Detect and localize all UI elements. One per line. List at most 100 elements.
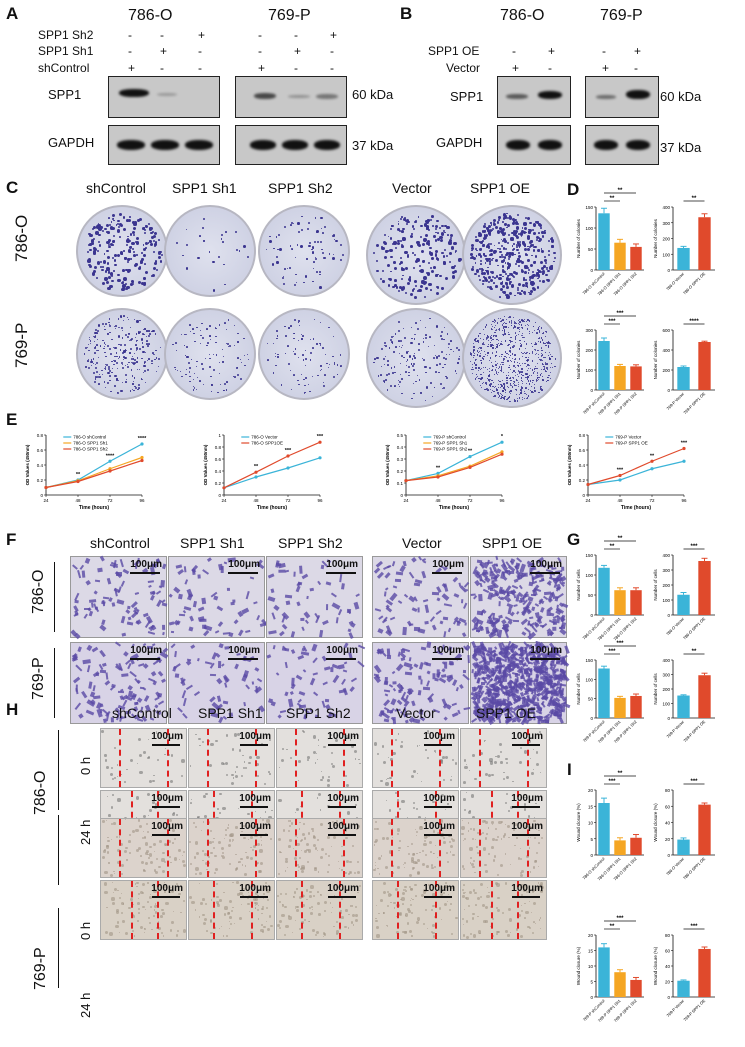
scale-bar bbox=[326, 572, 356, 574]
series-line bbox=[45, 456, 143, 489]
x-axis-label: Time (hours) bbox=[621, 505, 652, 511]
sig-label: **** bbox=[689, 319, 699, 325]
legend-label: 786-O shControl bbox=[73, 435, 106, 440]
transwell-image: 100μm bbox=[168, 642, 265, 724]
y-tick-label: 0.3 bbox=[397, 457, 404, 462]
spp1-label: SPP1 bbox=[450, 89, 483, 104]
data-point bbox=[404, 479, 408, 483]
y-tick-label: 100 bbox=[662, 252, 670, 257]
bar bbox=[630, 366, 642, 390]
col-header: SPP1 Sh2 bbox=[268, 180, 333, 196]
bar bbox=[677, 594, 690, 615]
panel-label-e: E bbox=[6, 410, 17, 430]
transwell-image: 100μm bbox=[372, 641, 472, 725]
y-tick-label: 0 bbox=[590, 613, 593, 618]
transwell-image: 100μm bbox=[70, 555, 167, 639]
y-axis-label: Number of cells bbox=[653, 569, 658, 601]
series-line bbox=[587, 460, 685, 486]
panel-label-d: D bbox=[567, 180, 579, 200]
y-tick-label: 5 bbox=[590, 837, 593, 842]
wound-image: 100μm bbox=[188, 728, 275, 788]
bar bbox=[598, 213, 610, 270]
wound-image: 100μm bbox=[372, 880, 459, 940]
y-tick-label: 100 bbox=[585, 573, 593, 578]
sign: - bbox=[602, 44, 606, 58]
sign: + bbox=[602, 61, 609, 75]
y-tick-label: 0 bbox=[590, 995, 593, 1000]
scale-bar-label: 100μm bbox=[239, 731, 271, 742]
y-tick-label: 20 bbox=[665, 837, 671, 842]
y-tick-label: 0 bbox=[40, 493, 43, 498]
scale-bar-label: 100μm bbox=[228, 559, 260, 570]
y-tick-label: 0 bbox=[590, 388, 593, 393]
data-point bbox=[140, 455, 144, 460]
scale-bar-label: 100μm bbox=[423, 731, 455, 742]
blot-spp1-769p bbox=[585, 76, 659, 118]
panel-label-h: H bbox=[6, 700, 18, 720]
scale-bar-label: 100μm bbox=[327, 731, 359, 742]
kda-37-label: 37 kDa bbox=[352, 138, 393, 153]
y-tick-label: 300 bbox=[662, 221, 670, 226]
legend-label: 769-P SPP1 Sh1 bbox=[433, 441, 467, 446]
y-tick-label: 0.2 bbox=[579, 478, 586, 483]
sign: - bbox=[294, 61, 298, 75]
data-point bbox=[682, 446, 686, 451]
sig-label: *** bbox=[690, 779, 698, 785]
x-tick-label: 769-P Vector bbox=[665, 719, 685, 739]
col-header: shControl bbox=[90, 535, 150, 551]
data-point bbox=[586, 482, 590, 487]
y-tick-label: 15 bbox=[588, 804, 594, 809]
data-point bbox=[436, 471, 440, 475]
scale-bar-label: 100μm bbox=[327, 883, 359, 894]
spp1-label: SPP1 bbox=[48, 87, 81, 102]
series-line bbox=[405, 451, 503, 482]
y-tick-label: 0.4 bbox=[37, 463, 44, 468]
y-tick-label: 60 bbox=[665, 804, 671, 809]
sign: - bbox=[160, 61, 164, 75]
scale-bar bbox=[152, 806, 180, 808]
sign: - bbox=[294, 28, 298, 42]
y-axis-label: Number of colonies bbox=[653, 340, 658, 380]
transwell-image: 100μm bbox=[168, 556, 268, 638]
col-header: SPP1 Sh2 bbox=[286, 705, 351, 721]
legend-label: 786-O SPP1 Sh2 bbox=[73, 447, 108, 452]
scale-bar-label: 100μm bbox=[239, 793, 271, 804]
x-tick-label: 786-O Vector bbox=[665, 856, 686, 877]
data-point bbox=[318, 456, 322, 460]
sign: - bbox=[258, 44, 262, 58]
scale-bar bbox=[130, 572, 160, 574]
data-point bbox=[468, 465, 472, 469]
sig-label: *** bbox=[690, 924, 698, 930]
series-line bbox=[223, 441, 321, 489]
y-tick-label: 5 bbox=[590, 980, 593, 985]
wound-image: 100μm bbox=[100, 880, 187, 940]
sign: - bbox=[258, 28, 262, 42]
scale-bar bbox=[512, 834, 540, 836]
data-point bbox=[286, 466, 290, 470]
y-axis-label: OD Values (450nm) bbox=[385, 444, 390, 485]
sig-label: ** bbox=[436, 465, 441, 471]
y-tick-label: 0.4 bbox=[397, 445, 404, 450]
data-point bbox=[222, 486, 226, 490]
colony-plate bbox=[258, 308, 350, 400]
blot-gapdh-769p bbox=[585, 125, 659, 165]
y-tick-label: 0.6 bbox=[37, 448, 44, 453]
blot-gapdh-786o bbox=[108, 125, 220, 165]
sig-label: *** bbox=[690, 544, 698, 550]
sign: - bbox=[330, 61, 334, 75]
col-header: shControl bbox=[86, 180, 146, 196]
blot-gapdh-786o bbox=[497, 125, 571, 165]
scale-bar bbox=[328, 744, 356, 746]
sig-label: ** bbox=[618, 188, 623, 194]
transwell-image: 100μm bbox=[70, 641, 169, 724]
sig-label: ** bbox=[468, 449, 473, 455]
kda-60-label: 60 kDa bbox=[352, 87, 393, 102]
col-header: SPP1 Sh1 bbox=[172, 180, 237, 196]
scale-bar-label: 100μm bbox=[511, 731, 543, 742]
data-point bbox=[500, 452, 504, 456]
data-point bbox=[682, 459, 686, 463]
legend-label: 769-P SPP1 OE bbox=[615, 441, 647, 446]
y-axis-label: Wound closure (%) bbox=[576, 803, 581, 842]
y-tick-label: 1 bbox=[218, 433, 221, 438]
x-tick-label: 769-P Vector bbox=[665, 998, 685, 1018]
